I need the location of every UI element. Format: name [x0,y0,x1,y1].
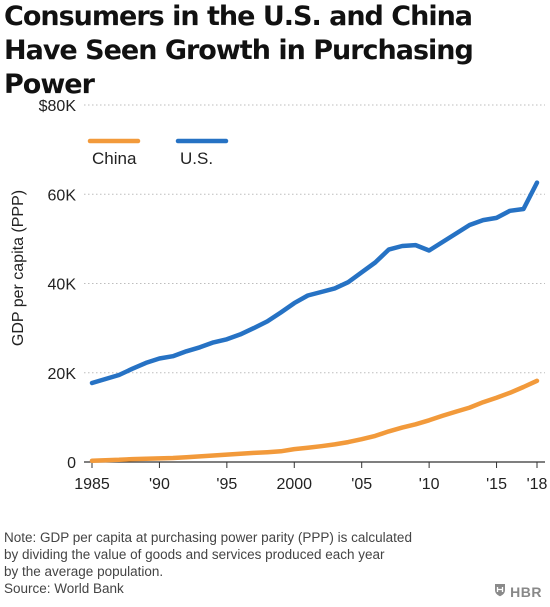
y-tick-label: $80K [39,98,77,115]
y-tick-label: 20K [48,366,77,383]
y-tick-label: 40K [48,277,77,294]
x-tick-label: 2000 [276,476,312,493]
x-axis-tick-labels: 1985 '90 '95 2000 '05 '10 '15 '18 [74,462,548,493]
y-axis-tick-labels: 0 20K 40K 60K $80K [39,98,77,472]
x-tick-label: '18 [527,476,548,493]
series-line-us [89,180,540,386]
source-text: Source: World Bank [4,581,124,596]
x-tick-label: '05 [351,476,372,493]
x-tick-label: '90 [149,476,170,493]
note-line: Note: GDP per capita at purchasing power… [4,530,412,545]
y-tick-label: 0 [67,455,76,472]
x-tick-label: '10 [419,476,440,493]
y-axis-label: GDP per capita (PPP) [10,190,27,346]
x-tick-label: 1985 [74,476,110,493]
brand-logo: HBR [494,583,542,600]
legend-label: China [92,149,137,168]
y-tick-label: 60K [48,187,77,204]
brand-label: HBR [510,583,542,600]
series-line-china [89,378,540,463]
x-tick-label: '95 [216,476,237,493]
chart-note: Note: GDP per capita at purchasing power… [4,529,534,597]
legend-label: U.S. [180,149,213,168]
legend: China U.S. [87,138,229,168]
note-line: by the average population. [4,564,164,579]
chart-title: Consumers in the U.S. and China Have See… [4,1,474,100]
x-tick-label: '15 [486,476,507,493]
series-lines [89,180,540,463]
gridlines [84,104,545,463]
hbr-shield-icon [494,583,506,600]
note-line: by dividing the value of goods and servi… [4,547,385,562]
